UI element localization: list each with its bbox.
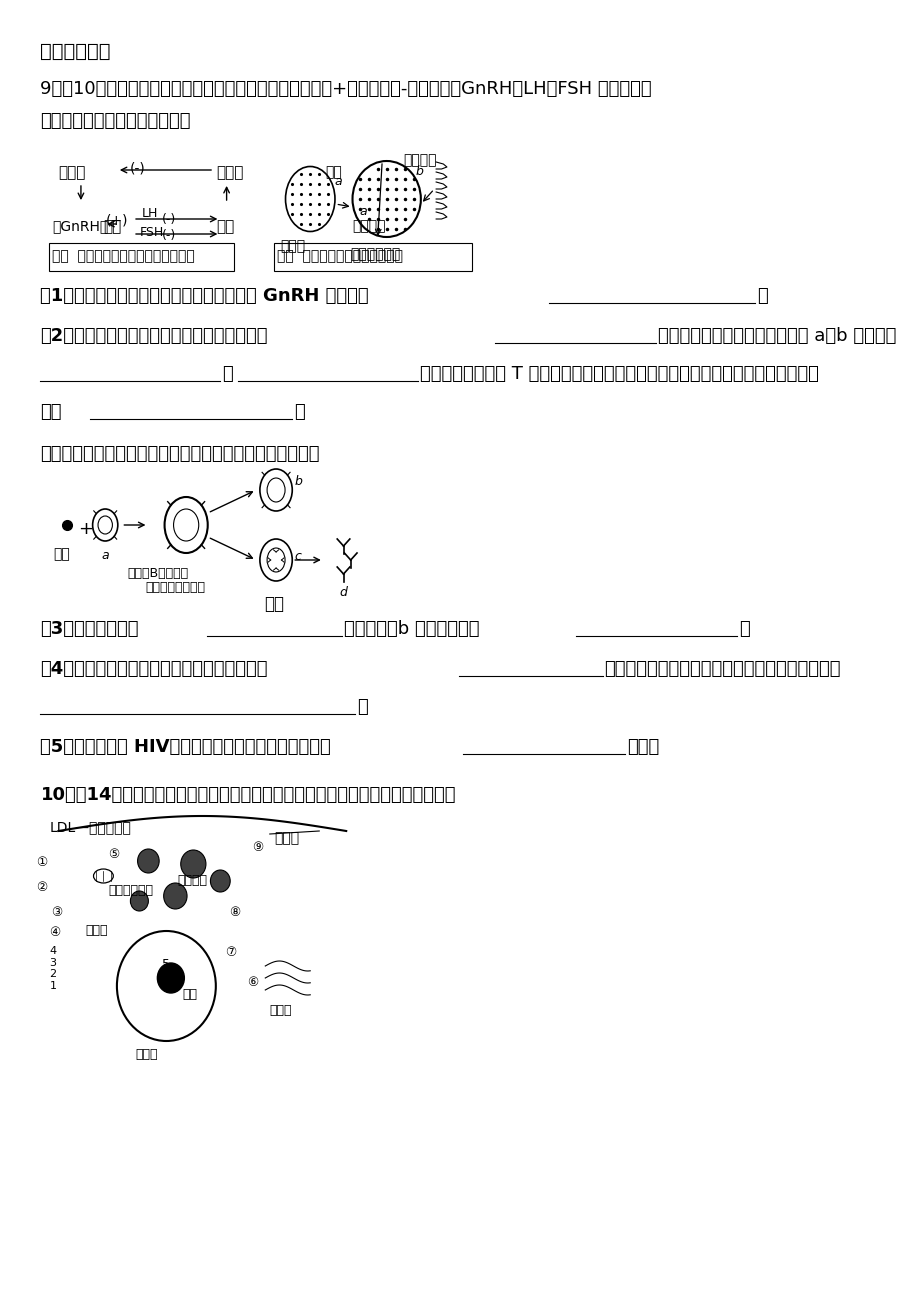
Text: 细胞。: 细胞。 (626, 738, 658, 756)
Text: 垂体: 垂体 (103, 219, 121, 234)
Text: ⑧: ⑧ (229, 906, 240, 919)
Text: 图甲  睾丸酮（雄性激素）的调节机制: 图甲 睾丸酮（雄性激素）的调节机制 (52, 249, 195, 263)
Text: ⑥: ⑥ (247, 976, 258, 990)
Text: 免疫活性物质: 免疫活性物质 (350, 247, 401, 260)
Text: 激活的B淋巴细胞: 激活的B淋巴细胞 (128, 566, 188, 579)
Text: 。: 。 (294, 404, 304, 421)
Circle shape (210, 870, 230, 892)
Text: 10．（14分）下图是人体某组织细胞部分结构及生理过程的示意图。请据图回答：: 10．（14分）下图是人体某组织细胞部分结构及生理过程的示意图。请据图回答： (40, 786, 456, 805)
Text: 细胞膜: 细胞膜 (274, 831, 299, 845)
Text: 抗原: 抗原 (53, 547, 70, 561)
Text: 甲状腺: 甲状腺 (280, 240, 305, 253)
Text: ⑨: ⑨ (252, 841, 263, 854)
Text: (-): (-) (162, 229, 176, 242)
Text: （5）若该抗原为 HIV，侵入人体后，攻击的主要对象是: （5）若该抗原为 HIV，侵入人体后，攻击的主要对象是 (40, 738, 331, 756)
Text: d: d (339, 586, 346, 599)
Text: a: a (359, 204, 367, 217)
Text: 图乙  人体稳态调节的部分示意图: 图乙 人体稳态调节的部分示意图 (277, 249, 403, 263)
Text: ③: ③ (51, 906, 62, 919)
Text: 残余小体: 残余小体 (177, 874, 207, 887)
Text: 免疫过程，b 细胞的名称为: 免疫过程，b 细胞的名称为 (343, 620, 479, 638)
Text: ⑦: ⑦ (224, 947, 236, 960)
Text: a: a (335, 174, 342, 187)
Text: 血液: 血液 (325, 165, 342, 178)
Text: 睾丸酮: 睾丸酮 (216, 165, 243, 180)
Text: 胆固醇等养分: 胆固醇等养分 (108, 884, 153, 897)
Text: 核仁: 核仁 (182, 988, 198, 1001)
Text: c: c (294, 549, 301, 562)
Text: 。: 。 (756, 286, 767, 305)
Text: 溶酶体: 溶酶体 (85, 924, 108, 937)
Text: （2）由图乙可知，人体维持稳态的调节机制是: （2）由图乙可知，人体维持稳态的调节机制是 (40, 327, 267, 345)
Text: LH: LH (142, 207, 158, 220)
Text: (-): (-) (130, 161, 145, 174)
Text: (-): (-) (162, 214, 176, 227)
Text: 。: 。 (357, 698, 368, 716)
Text: 。: 。 (738, 620, 749, 638)
Text: 下丘脑: 下丘脑 (59, 165, 85, 180)
Text: 细胞（填字母）特异性识别，此免疫过程的特点是: 细胞（填字母）特异性识别，此免疫过程的特点是 (604, 660, 840, 678)
Text: （GnRH）: （GnRH） (52, 219, 108, 233)
Text: ①: ① (36, 855, 47, 868)
Text: 9．（10分）下图是相关人体稳态部分调节机制的示意图（+表示促进，-表示抑制，GnRH、LH、FSH 表示相关的: 9．（10分）下图是相关人体稳态部分调节机制的示意图（+表示促进，-表示抑制，G… (40, 79, 652, 98)
Circle shape (164, 883, 187, 909)
Circle shape (138, 849, 159, 874)
Text: 图丙表示人体免疫某一过程的示意图，分析回答有关问题。: 图丙表示人体免疫某一过程的示意图，分析回答有关问题。 (40, 445, 320, 464)
Text: 内质网: 内质网 (269, 1004, 292, 1017)
Text: 、: 、 (221, 365, 233, 383)
Text: 5: 5 (162, 958, 170, 971)
Text: 睾丸: 睾丸 (217, 219, 234, 234)
Text: ④: ④ (50, 926, 61, 939)
Text: 神经末梢: 神经末梢 (403, 154, 436, 167)
Text: a: a (101, 549, 109, 562)
Text: 染色质: 染色质 (135, 1048, 157, 1061)
Text: 增大、分裂、分化: 增大、分裂、分化 (145, 581, 206, 594)
Text: ⑤: ⑤ (108, 848, 119, 861)
Text: 因是: 因是 (40, 404, 62, 421)
Text: LDL—受体复合物: LDL—受体复合物 (50, 820, 131, 835)
Circle shape (157, 963, 184, 993)
Text: b: b (294, 475, 301, 488)
Text: 二、非选择题: 二、非选择题 (40, 42, 111, 61)
Text: （1）图甲中睾丸酮的含量在小于正常范围时 GnRH 的分泌量: （1）图甲中睾丸酮的含量在小于正常范围时 GnRH 的分泌量 (40, 286, 369, 305)
Text: 激素）。请据图回答下列问题：: 激素）。请据图回答下列问题： (40, 112, 191, 130)
Text: （3）图中所示的是: （3）图中所示的是 (40, 620, 139, 638)
Text: +: + (78, 519, 93, 538)
Text: （4）若图中抗原再次进入人体内，能迅速的被: （4）若图中抗原再次进入人体内，能迅速的被 (40, 660, 267, 678)
Text: 免疫细胞: 免疫细胞 (352, 219, 386, 233)
Text: 。若该免疫细胞为 T 细胞，当其受损时会引起机体生成抗体的能力降低，主要的原: 。若该免疫细胞为 T 细胞，当其受损时会引起机体生成抗体的能力降低，主要的原 (419, 365, 818, 383)
Text: b: b (415, 165, 423, 178)
Text: ，图中免疫细胞接受的信号分子 a、b 分别表示: ，图中免疫细胞接受的信号分子 a、b 分别表示 (658, 327, 896, 345)
Circle shape (130, 891, 148, 911)
Text: 图丙: 图丙 (264, 595, 284, 613)
Text: 4
3
2
1: 4 3 2 1 (50, 947, 57, 991)
Text: (+): (+) (106, 214, 129, 227)
Text: ②: ② (36, 881, 47, 894)
Text: FSH: FSH (140, 227, 164, 240)
Circle shape (180, 850, 206, 878)
